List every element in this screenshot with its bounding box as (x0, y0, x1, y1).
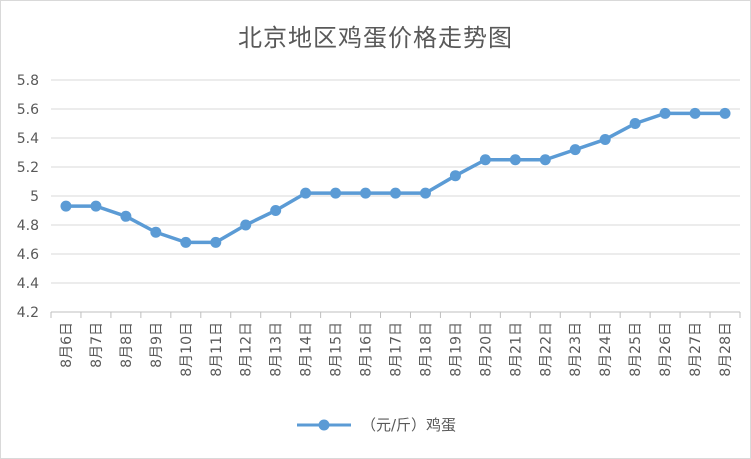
data-point (539, 154, 551, 166)
x-tick-label: 8月16日 (359, 322, 375, 377)
y-tick-label: 4.4 (17, 276, 39, 292)
x-tick-label: 8月14日 (299, 322, 315, 377)
x-tick-label: 8月8日 (119, 322, 135, 368)
data-point (599, 133, 611, 145)
x-tick-label: 8月20日 (478, 322, 494, 377)
legend-marker (296, 419, 351, 430)
x-tick-label: 8月19日 (448, 322, 464, 377)
data-point (479, 154, 491, 166)
data-point (659, 107, 671, 119)
x-tick-label: 8月28日 (718, 322, 734, 377)
y-tick-label: 4.8 (17, 218, 39, 234)
legend: （元/斤）鸡蛋 (0, 414, 751, 437)
y-tick-label: 5 (30, 189, 39, 205)
x-tick-label: 8月18日 (418, 322, 434, 377)
x-tick-label: 8月24日 (598, 322, 614, 377)
data-point (629, 118, 641, 129)
data-point (270, 205, 282, 216)
legend-label: （元/斤）鸡蛋 (360, 416, 457, 434)
x-tick-label: 8月10日 (179, 322, 195, 377)
y-tick-label: 4.6 (17, 247, 39, 263)
data-point (240, 219, 252, 231)
series-line (65, 111, 726, 245)
y-tick-label: 5.4 (17, 131, 39, 147)
data-point (419, 187, 431, 199)
chart-title: 北京地区鸡蛋价格走势图 (238, 24, 513, 52)
x-tick-label: 8月23日 (568, 322, 584, 377)
x-tick-label: 8月11日 (209, 322, 225, 377)
data-point (330, 187, 342, 199)
axes (50, 311, 741, 318)
data-point (120, 210, 132, 222)
data-point (90, 200, 102, 212)
y-tick-label: 5.6 (17, 102, 39, 118)
x-tick-label: 8月25日 (628, 322, 644, 377)
data-point (180, 236, 192, 248)
data-point (719, 107, 731, 119)
y-tick-labels: 4.2 4.4 4.6 4.8 5 5.2 5.4 5.6 5.8 (17, 73, 39, 321)
data-point (60, 200, 72, 212)
data-point (300, 187, 312, 199)
x-tick-label: 8月12日 (239, 322, 255, 377)
x-tick-label: 8月6日 (59, 322, 75, 368)
x-tick-label: 8月26日 (658, 322, 674, 377)
data-point (689, 107, 701, 119)
x-tick-label: 8月7日 (89, 322, 105, 368)
series (60, 107, 731, 248)
data-point (360, 187, 372, 199)
data-point (210, 236, 222, 248)
y-tick-label: 4.2 (17, 305, 39, 321)
gridlines (51, 79, 740, 284)
x-tick-label: 8月17日 (389, 322, 405, 377)
x-tick-label: 8月27日 (688, 322, 704, 377)
data-point (390, 187, 401, 199)
x-tick-label: 8月9日 (149, 322, 165, 368)
y-tick-label: 5.8 (17, 73, 39, 89)
y-tick-label: 5.2 (17, 160, 39, 176)
x-tick-labels: 8月6日 8月7日 8月8日 8月9日 8月10日 8月11日 8月12日 8月13日 8月14… (59, 322, 734, 377)
data-point (449, 170, 461, 182)
data-point (509, 154, 521, 166)
x-tick-label: 8月22日 (538, 322, 554, 377)
x-tick-label: 8月21日 (508, 322, 524, 377)
x-tick-label: 8月13日 (269, 322, 285, 377)
data-point (150, 226, 162, 238)
x-tick-label: 8月15日 (329, 322, 345, 377)
data-point (569, 144, 581, 156)
